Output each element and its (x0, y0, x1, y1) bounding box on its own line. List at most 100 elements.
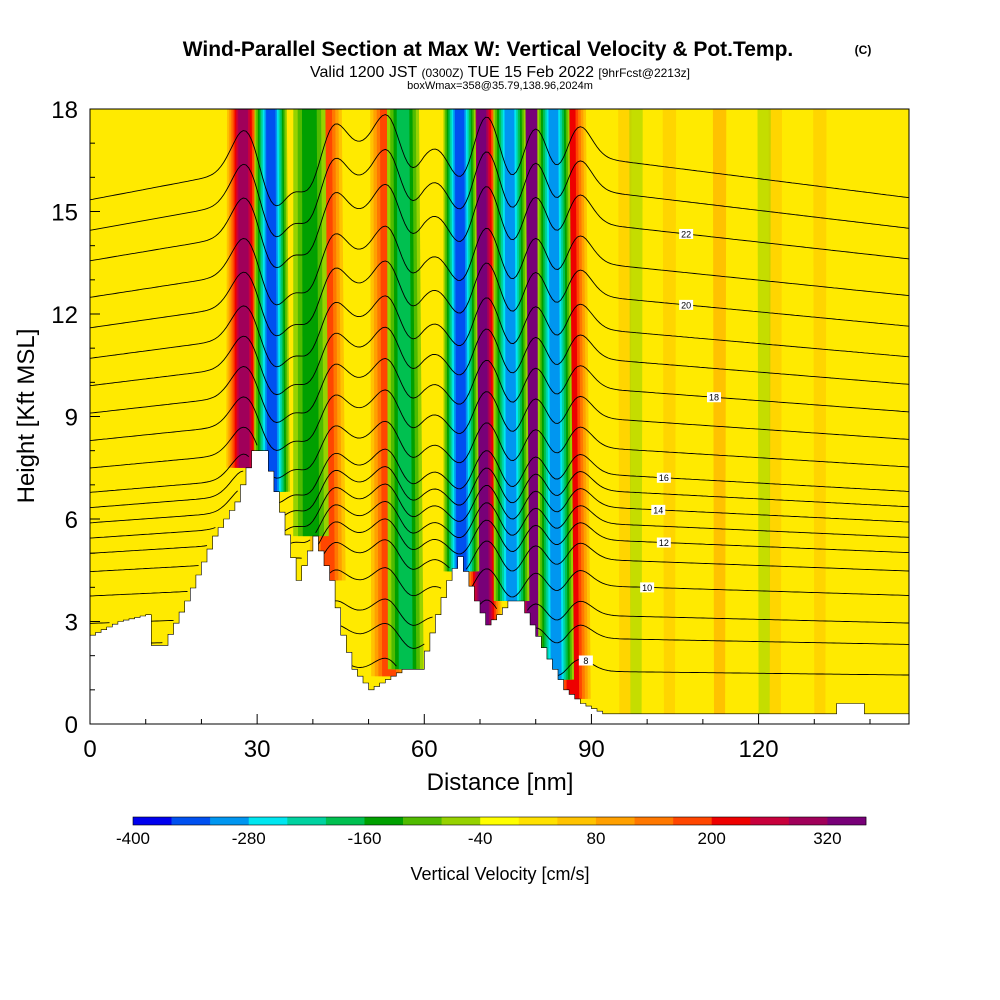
colorbar-tick-label: -400 (116, 829, 150, 848)
velocity-streak (618, 109, 632, 714)
velocity-streak (768, 109, 782, 714)
x-tick-label: 120 (739, 736, 779, 763)
isentrope-line (90, 539, 909, 573)
colorbar-tick-label: -280 (232, 829, 266, 848)
velocity-band (504, 109, 517, 601)
velocity-streak (629, 109, 643, 714)
colorbar-segment (210, 817, 250, 825)
svg-text:14: 14 (653, 505, 663, 515)
y-tick-label: 9 (65, 405, 78, 432)
isentrope-line (90, 448, 909, 504)
y-axis-label: Height [Kft MSL] (13, 329, 40, 504)
svg-text:16: 16 (659, 473, 669, 483)
svg-text:20: 20 (681, 300, 691, 310)
isentrope-label: 22 (679, 228, 694, 239)
velocity-band (302, 109, 320, 537)
isentrope-line (90, 420, 909, 479)
isentrope-line (90, 389, 909, 451)
chart-subtitle: Valid 1200 JST (0300Z) TUE 15 Feb 2022 [… (310, 64, 690, 81)
chart-subtitle-box: boxWmax=358@35.79,138.96,2024m (407, 80, 593, 92)
colorbar-segment (248, 817, 288, 825)
colorbar-segment (634, 817, 674, 825)
subtitle-utc: (0300Z) (421, 66, 463, 80)
isentrope-line (90, 225, 909, 306)
velocity-streak (757, 109, 771, 714)
colorbar-segment (518, 817, 558, 825)
colorbar-segment (788, 817, 828, 825)
colorbar-segment (595, 817, 635, 825)
isentrope-line (90, 260, 909, 337)
svg-text:10: 10 (642, 583, 652, 593)
isentrope-line (90, 326, 909, 396)
isentrope-line (90, 500, 909, 544)
colorbar-tick-label: -40 (468, 829, 493, 848)
y-tick-label: 0 (65, 712, 78, 739)
colorbar-segment (325, 817, 365, 825)
svg-text:18: 18 (709, 393, 719, 403)
velocity-band (454, 109, 467, 572)
isentrope-label: 18 (707, 392, 721, 403)
x-tick-label: 90 (578, 736, 605, 763)
y-tick-label: 18 (51, 97, 78, 124)
colorbar-tick-label: 80 (586, 829, 605, 848)
chart-title: Wind-Parallel Section at Max W: Vertical… (183, 38, 794, 61)
colorbar-segment (287, 817, 327, 825)
x-axis-label: Distance [nm] (427, 769, 574, 796)
isentrope-line (90, 483, 909, 532)
velocity-streak (813, 109, 827, 714)
isentrope-label: 20 (679, 299, 694, 310)
isentrope-line (351, 657, 909, 676)
subtitle-forecast: [9hrFcst@2213z] (598, 66, 690, 80)
isentrope-line (90, 598, 909, 626)
colorbar-segment (403, 817, 442, 825)
velocity-band (527, 109, 539, 637)
colorbar-segment (364, 817, 404, 825)
isentrope-label: 10 (640, 582, 655, 593)
isentrope-line (90, 295, 909, 368)
y-tick-label: 15 (51, 200, 78, 227)
colorbar-tick-label: 320 (813, 829, 841, 848)
isentrope-line (90, 148, 909, 238)
subtitle-valid: Valid 1200 JST (310, 64, 418, 81)
isentrope-line (90, 183, 909, 269)
svg-text:8: 8 (583, 656, 588, 666)
x-tick-label: 60 (411, 736, 438, 763)
isentrope-label: 12 (656, 537, 671, 548)
colorbar-label: Vertical Velocity [cm/s] (410, 864, 589, 884)
svg-text:12: 12 (659, 538, 669, 548)
isentrope-line (90, 466, 909, 518)
y-tick-label: 3 (65, 610, 78, 637)
svg-text:22: 22 (681, 229, 691, 239)
velocity-band (266, 109, 278, 492)
isentrope-label: 14 (651, 504, 666, 515)
colorbar-segment (557, 817, 597, 825)
chart-title-mark: (C) (855, 43, 872, 57)
colorbar-segment (171, 817, 211, 825)
subtitle-date: TUE 15 Feb 2022 (468, 64, 594, 81)
colorbar: -400 -280 -160 -40 80 200 320 (116, 816, 867, 848)
colorbar-segment (133, 817, 172, 825)
colorbar-segment (480, 817, 520, 825)
contour-labels: 8 10 12 14 16 18 20 22 (578, 228, 721, 666)
isentrope-label: 16 (656, 472, 671, 483)
isentrope-line (90, 567, 909, 598)
colorbar-tick-label: 200 (697, 829, 725, 848)
y-tick-label: 6 (65, 507, 78, 534)
x-tick-label: 30 (244, 736, 271, 763)
isentrope-contours (90, 114, 909, 676)
colorbar-segment (750, 817, 790, 825)
isentrope-label: 8 (578, 655, 593, 666)
velocity-streak (712, 109, 727, 714)
colorbar-segment (711, 817, 751, 825)
isentrope-line (90, 114, 909, 207)
isentrope-line (90, 358, 909, 423)
velocity-band (238, 109, 250, 468)
y-tick-label: 12 (51, 302, 78, 329)
plot-area: 8 10 12 14 16 18 20 22 (90, 109, 909, 724)
colorbar-tick-label: -160 (347, 829, 381, 848)
colorbar-segment (673, 817, 712, 825)
isentrope-line (151, 622, 909, 649)
x-tick-label: 0 (83, 736, 96, 763)
colorbar-segment (827, 817, 867, 825)
